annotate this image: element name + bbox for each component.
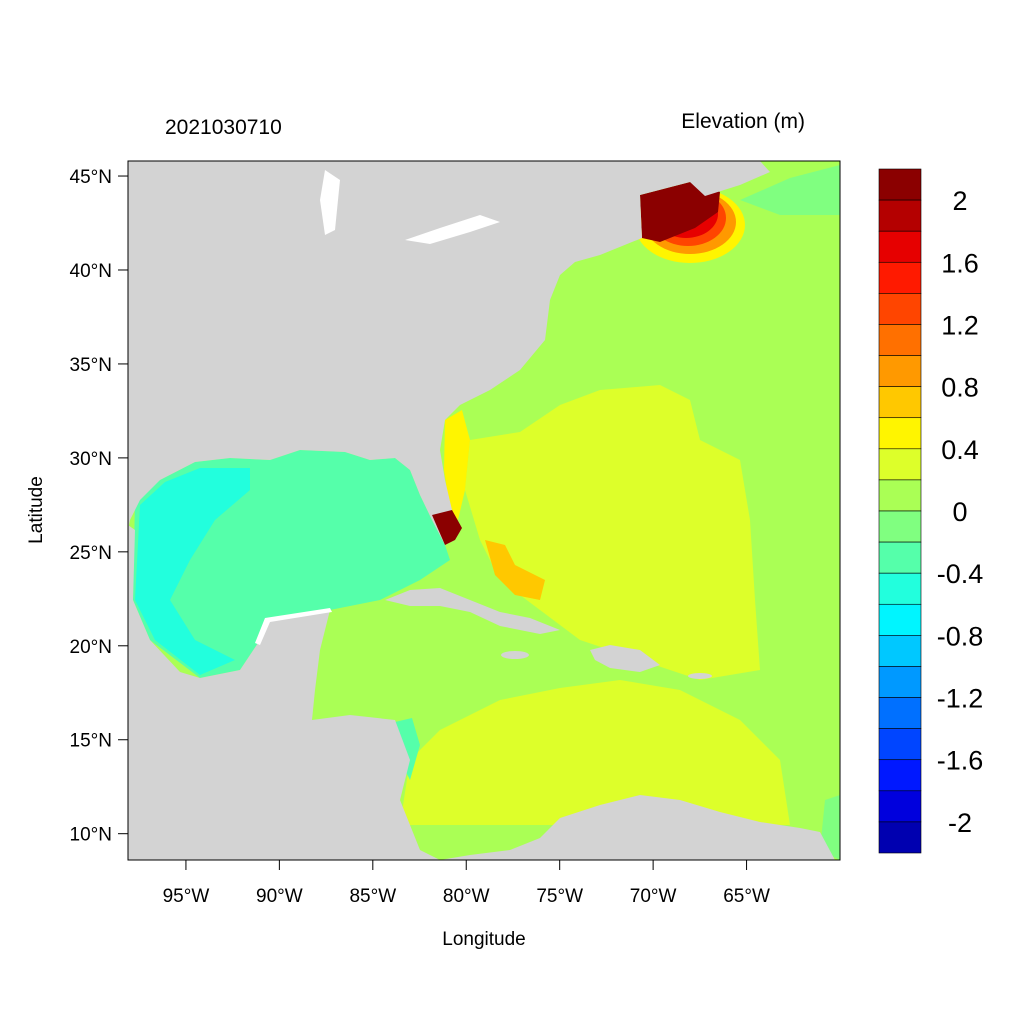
florida-coast-strip xyxy=(444,410,470,520)
caribbean-west-cool-patch xyxy=(395,718,420,780)
northeast-cool-patch xyxy=(740,165,840,215)
plot-frame xyxy=(127,160,841,861)
colorbar-swatch xyxy=(878,821,922,854)
x-axis: 95°W 90°W 85°W 80°W 75°W 70°W 65°W xyxy=(163,860,770,907)
x-tick-label: 80°W xyxy=(443,886,490,907)
colorbar-swatch xyxy=(878,479,922,512)
y-axis: 45°N 40°N 35°N 30°N 25°N 20°N 15°N 10°N xyxy=(70,167,128,846)
colorbar-swatch xyxy=(878,386,922,419)
colorbar-swatch xyxy=(878,572,922,605)
y-tick-label: 35°N xyxy=(70,355,112,376)
yucatan-coast-white xyxy=(255,608,332,645)
florida-tip-surge xyxy=(432,510,462,545)
mexico-central-america-land xyxy=(128,525,440,860)
colorbar: 2 1.6 1.2 0.8 0.4 0 -0.4 -0.8 -1.2 -1.6 -2 xyxy=(878,168,984,854)
colorbar-label: 0.4 xyxy=(941,435,979,465)
map-plot-area xyxy=(128,161,840,860)
atlantic-interior-region xyxy=(465,385,760,680)
y-tick-label: 20°N xyxy=(70,637,112,658)
colorbar-label: -1.6 xyxy=(937,746,984,776)
colorbar-label: 0 xyxy=(952,497,967,527)
colorbar-label: -1.2 xyxy=(937,684,984,714)
bahamas-positive-patch xyxy=(485,540,545,600)
north-america-land xyxy=(128,161,770,545)
y-tick-label: 30°N xyxy=(70,449,112,470)
hispaniola-land xyxy=(590,645,660,672)
colorbar-swatch xyxy=(878,355,922,387)
colorbar-title: Elevation (m) xyxy=(681,110,805,133)
colorbar-swatch xyxy=(878,230,922,263)
great-lakes xyxy=(320,170,340,235)
colorbar-swatch xyxy=(878,759,922,792)
x-tick-label: 65°W xyxy=(723,886,770,907)
y-tick-label: 40°N xyxy=(70,261,112,282)
colorbar-swatch xyxy=(878,417,922,450)
western-gulf-region xyxy=(135,468,250,675)
caribbean-region xyxy=(400,680,790,825)
x-axis-label: Longitude xyxy=(442,929,525,950)
south-america-land xyxy=(440,795,835,860)
x-tick-label: 90°W xyxy=(256,886,303,907)
colorbar-label: -2 xyxy=(948,808,972,838)
y-tick-label: 15°N xyxy=(70,731,112,752)
lake-erie-ontario xyxy=(405,215,500,244)
colorbar-swatch xyxy=(878,324,922,356)
gulf-of-maine-surge xyxy=(640,182,720,242)
colorbar-swatch xyxy=(878,261,922,294)
colorbar-swatch xyxy=(878,790,922,823)
colorbar-swatch xyxy=(878,199,922,232)
x-tick-label: 85°W xyxy=(349,886,396,907)
colorbar-swatch xyxy=(878,541,922,574)
colorbar-swatch xyxy=(878,728,922,761)
colorbar-swatch xyxy=(878,603,922,636)
colorbar-swatch xyxy=(878,510,922,543)
y-tick-label: 10°N xyxy=(70,825,112,846)
y-tick-label: 25°N xyxy=(70,543,112,564)
y-tick-label: 45°N xyxy=(70,167,112,188)
x-tick-label: 75°W xyxy=(536,886,583,907)
colorbar-swatch xyxy=(878,448,922,481)
y-axis-label: Latitude xyxy=(26,476,47,544)
puerto-rico-land xyxy=(688,673,712,679)
map-timestamp-title: 2021030710 xyxy=(165,116,282,139)
x-tick-label: 95°W xyxy=(163,886,210,907)
colorbar-label: 0.8 xyxy=(941,373,979,403)
colorbar-label: 1.6 xyxy=(941,248,979,278)
colorbar-swatch xyxy=(878,697,922,729)
colorbar-label: -0.8 xyxy=(937,621,984,651)
colorbar-label: 2 xyxy=(952,186,967,216)
colorbar-swatch xyxy=(878,666,922,698)
colorbar-label: -0.4 xyxy=(937,559,984,589)
colorbar-swatch xyxy=(878,168,922,201)
jamaica-land xyxy=(501,651,529,659)
cuba-land xyxy=(385,588,560,634)
colorbar-swatch xyxy=(878,293,922,325)
colorbar-label: 1.2 xyxy=(941,310,979,340)
colorbar-swatch xyxy=(878,635,922,667)
x-tick-label: 70°W xyxy=(630,886,677,907)
